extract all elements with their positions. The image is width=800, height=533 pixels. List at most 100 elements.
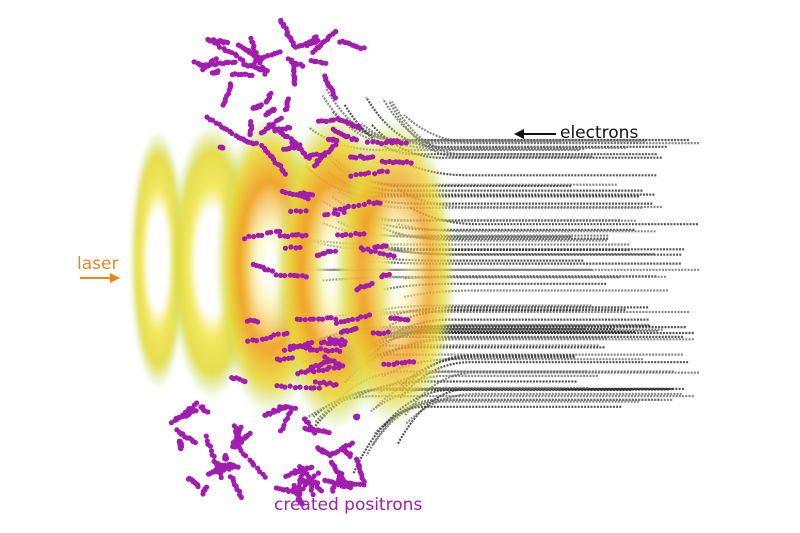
positron-point (297, 244, 303, 251)
positron-point (353, 325, 359, 332)
positron-point (316, 385, 322, 391)
positron-point (345, 317, 351, 323)
positron-point (297, 208, 304, 214)
positron-point (345, 133, 351, 139)
positron-point (238, 494, 244, 500)
positron-point (296, 485, 302, 491)
positron-point (259, 336, 265, 342)
positron-point (389, 140, 395, 146)
positron-point (343, 231, 349, 238)
positron-point (366, 199, 372, 205)
positron-point (275, 331, 281, 337)
positron-point (217, 144, 223, 150)
positron-point (361, 201, 367, 208)
positron-point (298, 369, 304, 375)
positron-point (211, 453, 217, 459)
positron-point (294, 273, 301, 279)
positron-point (309, 464, 315, 470)
positron-point (368, 249, 374, 255)
positron-point (274, 383, 280, 389)
positron-point (300, 486, 306, 492)
positron-point (247, 132, 253, 138)
positron-point (278, 17, 284, 23)
positron-point (288, 208, 294, 214)
positron-point (328, 117, 334, 123)
positron-point (332, 207, 338, 213)
positron-point (381, 330, 387, 336)
positron-point (303, 232, 309, 238)
positron-point (242, 236, 248, 242)
positron-point (305, 420, 311, 426)
positron-point (288, 244, 294, 250)
positron-point (341, 209, 347, 215)
positron-point (312, 163, 318, 169)
positron-point (297, 316, 303, 323)
positron-point (246, 233, 252, 239)
positron-point (272, 128, 278, 134)
positron-point (372, 171, 378, 177)
positron-point (356, 202, 362, 208)
positron-point (325, 211, 331, 218)
positron-point (320, 152, 326, 158)
positron-point (370, 154, 376, 160)
positron-point (404, 159, 410, 165)
positron-point (386, 361, 392, 368)
positron-point (398, 316, 404, 322)
positron-point (277, 357, 283, 363)
positron-point (271, 332, 277, 338)
positron-point (320, 367, 326, 373)
positron-point (269, 268, 275, 274)
positron-point (262, 474, 268, 480)
positron-point (336, 365, 342, 371)
positron-point (328, 315, 334, 321)
positron-point (402, 359, 408, 365)
positron-point (242, 378, 248, 385)
positron-point (341, 341, 347, 347)
positron-point (277, 228, 283, 235)
positron-point (262, 412, 268, 418)
arrow-right-icon (80, 273, 120, 283)
positron-point (381, 361, 387, 367)
positron-point (372, 248, 378, 254)
positron-point (293, 208, 299, 214)
positron-point (207, 443, 213, 449)
positron-point (243, 453, 249, 459)
positron-point (291, 145, 297, 151)
positron-point (362, 314, 369, 320)
positrons-label: created positrons (274, 495, 423, 515)
positron-point (316, 316, 322, 322)
positron-point (216, 44, 222, 50)
positron-point (329, 347, 335, 354)
positron-point (315, 470, 321, 476)
positron-point (292, 385, 298, 391)
positron-point (398, 140, 404, 146)
positron-point (411, 359, 417, 365)
positron-point (282, 273, 288, 279)
positron-point (269, 52, 275, 58)
positron-point (305, 368, 311, 374)
positron-point (377, 331, 383, 337)
positron-point (218, 474, 224, 481)
positron-point (263, 336, 269, 342)
positron-point (318, 346, 324, 352)
positron-point (258, 130, 264, 136)
positron-point (292, 405, 298, 411)
positron-point (360, 247, 366, 253)
positron-point (358, 314, 364, 320)
positron-point (375, 139, 381, 145)
positron-point (176, 438, 182, 444)
positron-point (345, 203, 351, 209)
positron-point (303, 274, 309, 280)
positron-point (351, 203, 357, 209)
positron-point (316, 367, 322, 373)
positron-point (250, 105, 256, 111)
positron-point (332, 248, 338, 254)
positron-point (245, 338, 251, 344)
positron-point (327, 380, 333, 386)
laser-ring-5 (333, 117, 457, 427)
positron-point (312, 379, 318, 385)
positron-point (288, 136, 294, 142)
positron-point (353, 414, 359, 421)
positron-point (248, 35, 254, 41)
electron-track (408, 206, 698, 226)
